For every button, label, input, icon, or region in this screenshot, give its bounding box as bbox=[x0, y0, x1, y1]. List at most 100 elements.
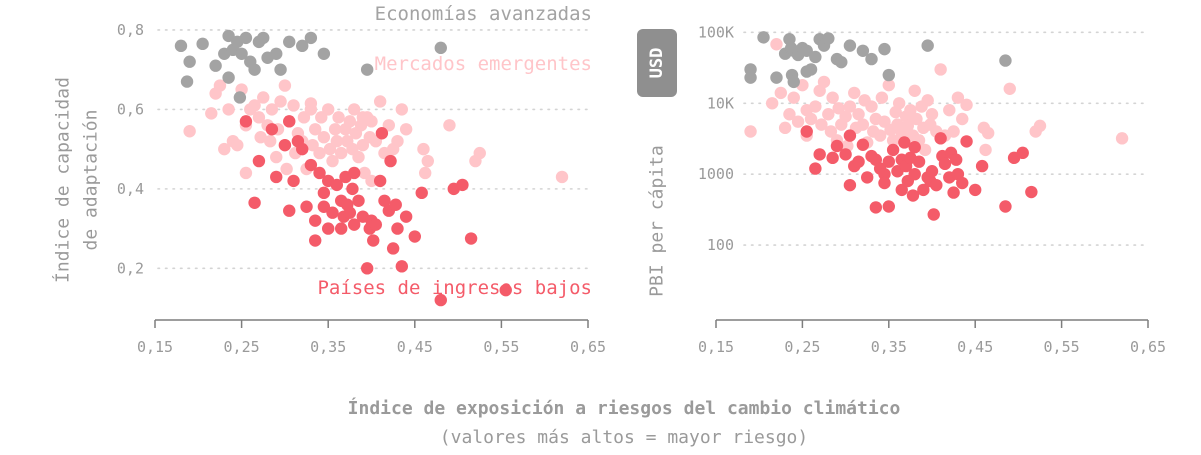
data-point bbox=[443, 119, 456, 132]
data-point bbox=[239, 31, 253, 45]
data-point bbox=[248, 99, 261, 112]
data-point bbox=[415, 186, 428, 200]
data-point bbox=[218, 142, 231, 156]
data-point bbox=[309, 123, 322, 136]
data-point bbox=[856, 138, 870, 151]
data-point bbox=[257, 31, 270, 45]
data-point bbox=[283, 115, 296, 128]
data-point bbox=[434, 41, 447, 55]
data-point bbox=[304, 97, 318, 110]
y-tick-label: 0,2 bbox=[117, 259, 144, 277]
data-point bbox=[878, 42, 891, 56]
data-point bbox=[960, 135, 973, 148]
data-point bbox=[369, 218, 383, 231]
data-point bbox=[421, 154, 434, 168]
data-point bbox=[222, 29, 235, 43]
data-point bbox=[456, 178, 469, 192]
data-point bbox=[947, 186, 960, 199]
x-tick-label: 0,45 bbox=[397, 338, 433, 356]
data-point bbox=[865, 100, 878, 113]
data-point bbox=[499, 283, 512, 297]
data-point bbox=[313, 146, 326, 160]
data-point bbox=[196, 37, 209, 51]
data-point bbox=[927, 208, 940, 221]
data-point bbox=[373, 174, 387, 188]
data-point bbox=[809, 50, 822, 64]
panel-adaptive-capacity: 0,2 0,4 0,6 0,8 0,15 0,25 0,35 0,45 0,55 0,65 Índi… bbox=[52, 3, 607, 356]
y-tick-label: 0,4 bbox=[117, 180, 144, 198]
y-tick-label: 10K bbox=[707, 94, 734, 112]
data-point bbox=[843, 178, 857, 192]
data-point bbox=[239, 115, 253, 128]
y-tick-label: 0,8 bbox=[117, 21, 144, 39]
data-point bbox=[918, 143, 932, 157]
data-point bbox=[1033, 119, 1047, 133]
data-point bbox=[921, 94, 934, 107]
data-point bbox=[979, 143, 992, 157]
data-point bbox=[391, 134, 404, 148]
data-point bbox=[898, 136, 911, 149]
data-point bbox=[235, 47, 248, 60]
data-point bbox=[824, 125, 838, 138]
x-tick-label: 0,15 bbox=[137, 338, 173, 356]
data-point bbox=[960, 98, 973, 112]
data-point bbox=[367, 234, 380, 247]
data-point bbox=[886, 143, 900, 157]
data-point bbox=[257, 91, 270, 104]
data-point bbox=[826, 91, 839, 104]
data-point bbox=[770, 38, 783, 51]
data-point bbox=[326, 206, 339, 219]
data-point bbox=[908, 84, 921, 97]
data-point bbox=[832, 102, 845, 115]
data-point bbox=[304, 158, 318, 172]
data-point bbox=[248, 63, 261, 76]
data-point bbox=[826, 151, 839, 165]
data-point bbox=[309, 214, 322, 227]
data-point bbox=[270, 170, 283, 184]
data-point bbox=[934, 132, 947, 145]
series-low-income bbox=[800, 125, 1038, 221]
data-point bbox=[278, 79, 292, 92]
data-point bbox=[882, 155, 895, 168]
data-point bbox=[434, 293, 447, 307]
data-point bbox=[882, 200, 895, 213]
data-point bbox=[265, 123, 279, 136]
data-point bbox=[886, 134, 900, 147]
data-point bbox=[317, 186, 331, 200]
data-point bbox=[878, 176, 891, 190]
data-point bbox=[356, 111, 370, 124]
data-point bbox=[1025, 185, 1038, 199]
data-point bbox=[999, 54, 1012, 67]
data-point bbox=[765, 97, 779, 110]
data-point bbox=[917, 183, 930, 197]
data-point bbox=[274, 63, 287, 76]
data-point bbox=[861, 171, 874, 184]
data-point bbox=[934, 63, 947, 76]
data-point bbox=[956, 176, 969, 190]
data-point bbox=[744, 125, 757, 138]
data-point bbox=[326, 154, 339, 168]
data-point bbox=[852, 155, 865, 168]
series-advanced bbox=[174, 29, 447, 104]
y-axis-title: PBI per cápita bbox=[647, 145, 668, 297]
data-point bbox=[969, 183, 982, 197]
data-point bbox=[296, 142, 309, 156]
data-point bbox=[839, 110, 852, 123]
data-point bbox=[322, 103, 335, 116]
data-point bbox=[892, 97, 906, 110]
data-point bbox=[783, 108, 796, 121]
x-tick-label: 0,55 bbox=[483, 338, 519, 356]
data-point bbox=[930, 178, 943, 192]
data-point bbox=[248, 196, 261, 209]
data-point bbox=[856, 118, 870, 131]
data-point bbox=[839, 148, 852, 161]
data-point bbox=[183, 125, 196, 138]
data-point bbox=[904, 103, 917, 117]
data-point bbox=[925, 108, 939, 121]
data-point bbox=[938, 157, 952, 171]
data-point bbox=[417, 142, 430, 156]
data-point bbox=[347, 103, 361, 116]
data-point bbox=[908, 167, 921, 181]
